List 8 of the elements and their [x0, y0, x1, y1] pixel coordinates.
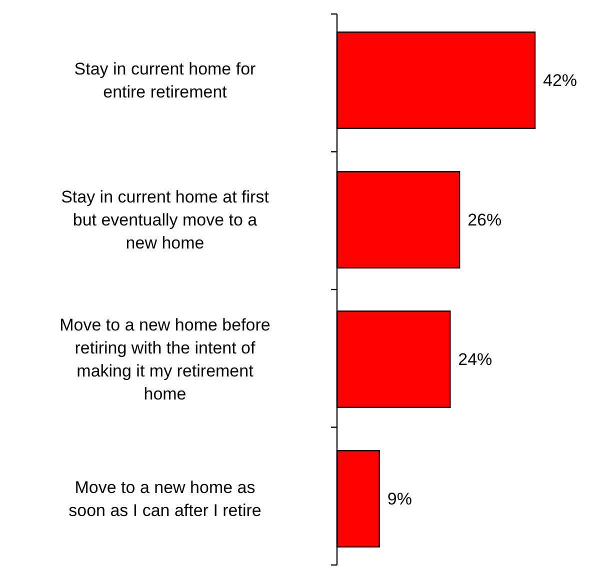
y-tick-label: Stay in current home at first but eventually move to a new home	[61, 188, 270, 253]
y-tick-label: Move to a new home as soon as I can after I retire	[68, 478, 262, 520]
y-tick-label: Stay in current home for entire retirement	[74, 60, 256, 102]
y-tick-label: Move to a new home before retiring with the intent of making it my retirement home	[60, 316, 270, 404]
data-label: 24%	[458, 350, 492, 370]
data-label: 26%	[468, 210, 502, 230]
data-label: 42%	[543, 71, 578, 90]
data-label: 9%	[387, 490, 412, 509]
